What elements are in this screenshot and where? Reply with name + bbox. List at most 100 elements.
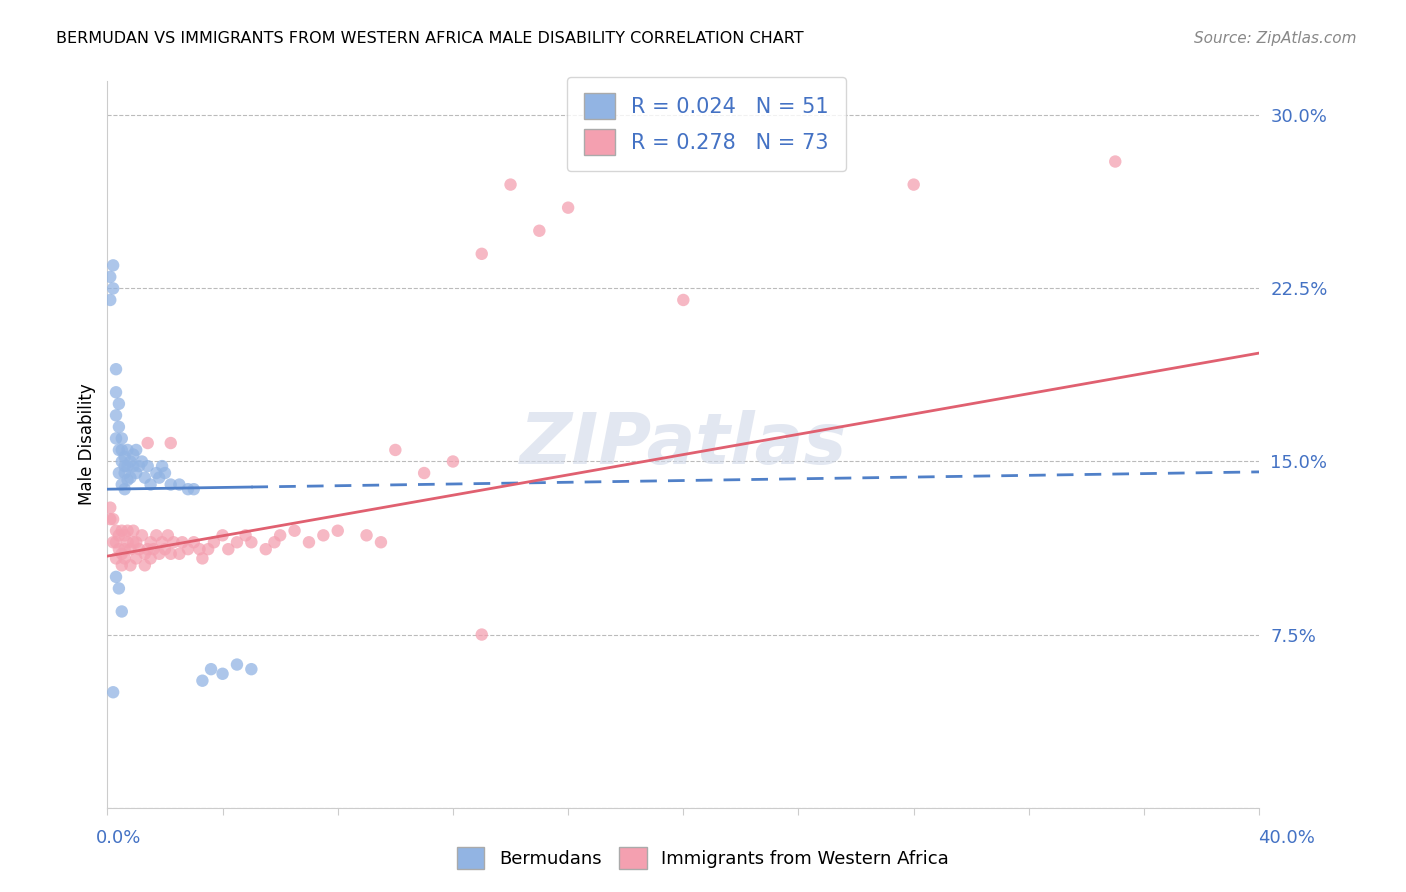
Point bbox=[134, 470, 156, 484]
Point bbox=[136, 459, 159, 474]
Point bbox=[120, 558, 142, 573]
Point bbox=[142, 542, 165, 557]
Point bbox=[471, 627, 494, 641]
Point bbox=[122, 524, 145, 538]
Point bbox=[499, 178, 522, 192]
Point bbox=[108, 420, 131, 434]
Point bbox=[312, 528, 335, 542]
Point bbox=[98, 269, 121, 284]
Point bbox=[298, 535, 321, 549]
Point bbox=[211, 666, 233, 681]
Point bbox=[172, 535, 194, 549]
Point bbox=[240, 662, 263, 676]
Point bbox=[117, 442, 139, 457]
Point bbox=[105, 385, 128, 400]
Point bbox=[134, 558, 156, 573]
Point bbox=[105, 535, 128, 549]
Point bbox=[159, 436, 181, 450]
Point bbox=[356, 528, 378, 542]
Point bbox=[128, 542, 150, 557]
Point bbox=[197, 542, 219, 557]
Text: BERMUDAN VS IMMIGRANTS FROM WESTERN AFRICA MALE DISABILITY CORRELATION CHART: BERMUDAN VS IMMIGRANTS FROM WESTERN AFRI… bbox=[56, 31, 804, 46]
Point bbox=[125, 535, 148, 549]
Point bbox=[101, 258, 124, 272]
Point bbox=[183, 535, 205, 549]
Point bbox=[148, 547, 170, 561]
Point bbox=[108, 542, 131, 557]
Point bbox=[114, 459, 136, 474]
Point bbox=[202, 535, 225, 549]
Point bbox=[162, 535, 184, 549]
Point bbox=[134, 547, 156, 561]
Point bbox=[672, 293, 695, 307]
Point bbox=[101, 685, 124, 699]
Point bbox=[191, 551, 214, 566]
Point bbox=[98, 500, 121, 515]
Point bbox=[120, 542, 142, 557]
Point bbox=[217, 542, 239, 557]
Point bbox=[108, 528, 131, 542]
Point bbox=[125, 442, 148, 457]
Text: ZIPatlas: ZIPatlas bbox=[520, 409, 846, 479]
Point bbox=[254, 542, 277, 557]
Point bbox=[145, 528, 167, 542]
Point bbox=[108, 466, 131, 480]
Point bbox=[125, 551, 148, 566]
Point bbox=[370, 535, 392, 549]
Point bbox=[111, 454, 134, 468]
Point bbox=[148, 470, 170, 484]
Point bbox=[114, 482, 136, 496]
Point bbox=[284, 524, 307, 538]
Point bbox=[269, 528, 291, 542]
Point bbox=[108, 442, 131, 457]
Point bbox=[120, 470, 142, 484]
Point bbox=[200, 662, 222, 676]
Point bbox=[108, 397, 131, 411]
Point bbox=[183, 482, 205, 496]
Point bbox=[191, 673, 214, 688]
Point bbox=[114, 450, 136, 464]
Point bbox=[153, 466, 176, 480]
Point bbox=[131, 454, 153, 468]
Point bbox=[131, 528, 153, 542]
Point bbox=[145, 466, 167, 480]
Point bbox=[105, 551, 128, 566]
Point bbox=[384, 442, 406, 457]
Point bbox=[111, 524, 134, 538]
Point bbox=[177, 542, 200, 557]
Point bbox=[117, 459, 139, 474]
Point bbox=[98, 512, 121, 526]
Point bbox=[169, 477, 191, 491]
Text: 40.0%: 40.0% bbox=[1258, 829, 1315, 847]
Point bbox=[226, 535, 249, 549]
Point bbox=[529, 224, 551, 238]
Point bbox=[139, 535, 162, 549]
Point bbox=[139, 551, 162, 566]
Point bbox=[326, 524, 349, 538]
Point bbox=[226, 657, 249, 672]
Point bbox=[188, 542, 211, 557]
Point bbox=[101, 512, 124, 526]
Point bbox=[105, 362, 128, 376]
Point bbox=[111, 558, 134, 573]
Point bbox=[263, 535, 285, 549]
Point bbox=[117, 473, 139, 487]
Point bbox=[150, 459, 173, 474]
Point bbox=[122, 448, 145, 462]
Point bbox=[111, 477, 134, 491]
Point bbox=[125, 466, 148, 480]
Point bbox=[177, 482, 200, 496]
Point bbox=[98, 293, 121, 307]
Point bbox=[169, 547, 191, 561]
Point bbox=[159, 547, 181, 561]
Text: Source: ZipAtlas.com: Source: ZipAtlas.com bbox=[1194, 31, 1357, 46]
Point bbox=[111, 605, 134, 619]
Point bbox=[120, 454, 142, 468]
Point bbox=[101, 281, 124, 295]
Point bbox=[211, 528, 233, 542]
Point bbox=[108, 582, 131, 596]
Legend: Bermudans, Immigrants from Western Africa: Bermudans, Immigrants from Western Afric… bbox=[449, 838, 957, 879]
Point bbox=[128, 459, 150, 474]
Point bbox=[441, 454, 464, 468]
Point bbox=[117, 524, 139, 538]
